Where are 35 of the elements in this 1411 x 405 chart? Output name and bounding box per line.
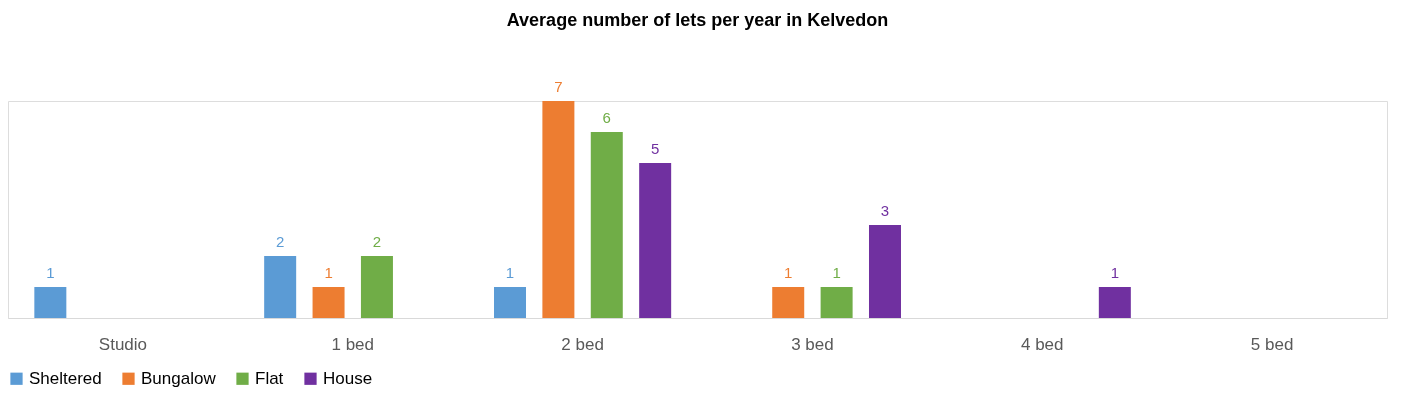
x-tick-label: 4 bed — [1020, 334, 1064, 354]
data-label: 2 — [276, 233, 285, 250]
bar — [264, 256, 297, 318]
legend-label: Sheltered — [29, 368, 102, 388]
bar — [639, 163, 672, 318]
bar — [494, 287, 526, 318]
legend-label: Bungalow — [141, 368, 217, 388]
data-label: 7 — [554, 78, 563, 95]
legend-label: Flat — [255, 368, 284, 388]
data-label: 6 — [602, 109, 611, 126]
data-label: 1 — [46, 264, 55, 281]
data-label: 2 — [372, 233, 382, 250]
x-tick-label: 3 bed — [791, 334, 834, 354]
bar — [34, 287, 67, 318]
x-tick-label: 1 bed — [331, 334, 375, 354]
bar — [772, 287, 805, 318]
data-label: 5 — [650, 140, 660, 157]
x-tick-label: 5 bed — [1250, 334, 1294, 354]
bar — [312, 287, 345, 318]
data-label: 1 — [832, 264, 841, 281]
chart-title: Average number of lets per year in Kelvedon — [506, 10, 889, 30]
bar — [820, 287, 853, 318]
data-label: 1 — [505, 264, 515, 281]
bar — [360, 256, 393, 318]
bar — [590, 132, 623, 318]
data-label: 1 — [324, 264, 333, 281]
data-label: 1 — [784, 264, 793, 281]
x-tick-label: 2 bed — [561, 334, 604, 354]
data-label: 3 — [880, 202, 890, 219]
data-label: 1 — [1110, 264, 1119, 281]
bar — [542, 101, 575, 318]
legend-label: House — [323, 368, 373, 388]
x-tick-label: Studio — [98, 334, 148, 354]
bar — [869, 225, 901, 318]
bar — [1098, 287, 1131, 318]
